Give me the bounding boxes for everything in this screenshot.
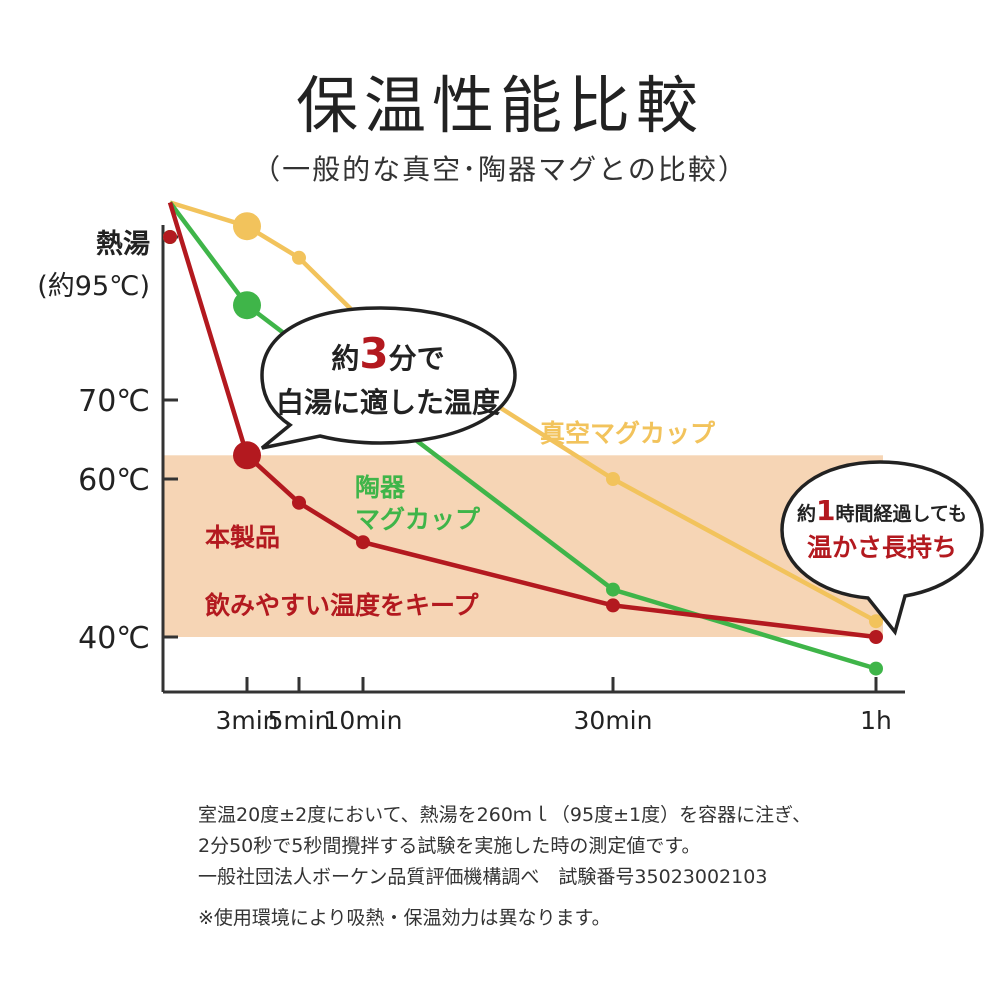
- y-tick-label: 熱湯: [96, 229, 150, 260]
- series-label-ceramic: 陶器: [355, 473, 406, 502]
- note-line-3: 一般社団法人ボーケン品質評価機構調べ 試験番号35023002103: [198, 866, 768, 888]
- x-tick-label: 3min: [215, 706, 278, 735]
- data-point: [292, 250, 306, 265]
- callout-2-line-2: 温かさ長持ち: [807, 533, 957, 562]
- x-tick-label: 5min: [267, 706, 330, 735]
- y-tick-label: 60℃: [78, 463, 150, 498]
- y-tick-label: 40℃: [78, 621, 150, 656]
- y-tick-label: (約95℃): [37, 271, 150, 302]
- x-tick-label: 1h: [860, 706, 892, 735]
- x-tick-label: 30min: [574, 706, 653, 735]
- series-line: [167, 201, 877, 640]
- data-point: [233, 291, 261, 320]
- series-label-ceramic: マグカップ: [355, 505, 481, 534]
- data-point: [163, 230, 177, 244]
- data-point: [233, 441, 261, 470]
- series-label-product: 本製品: [205, 523, 280, 552]
- data-point: [869, 661, 883, 676]
- data-point: [869, 614, 883, 629]
- data-point: [606, 582, 620, 597]
- caution-note: ※使用環境により吸熱・保温効力は異なります。: [198, 907, 611, 929]
- callout-bubble-2: [780, 460, 984, 636]
- callout-1-line-2: 白湯に適した温度: [276, 386, 500, 419]
- note-line-1: 室温20度±2度において、熱湯を260ｍｌ（95度±1度）を容器に注ぎ、: [198, 804, 812, 826]
- chart-subtitle: （一般的な真空･陶器マグとの比較）: [252, 153, 748, 186]
- data-point: [606, 598, 620, 613]
- data-point: [869, 630, 883, 644]
- note-line-2: 2分50秒で5秒間攪拌する試験を実施した時の測定値です。: [198, 835, 701, 857]
- band-label: 飲みやすい温度をキープ: [204, 591, 480, 620]
- data-point: [292, 495, 306, 510]
- callout-1-line-1: 約3分で: [331, 329, 444, 378]
- chart-title: 保温性能比較: [295, 69, 704, 142]
- x-tick-label: 10min: [324, 706, 403, 735]
- data-point: [356, 535, 370, 550]
- y-tick-label: 70℃: [78, 384, 150, 419]
- data-point: [606, 472, 620, 486]
- test-notes: 室温20度±2度において、熱湯を260ｍｌ（95度±1度）を容器に注ぎ、 2分5…: [198, 800, 958, 934]
- callout-2-line-1: 約1時間経過しても: [797, 494, 967, 527]
- series-label-vacuum: 真空マグカップ: [540, 419, 716, 448]
- callout-bubble-1: [260, 306, 517, 450]
- data-point: [233, 212, 261, 241]
